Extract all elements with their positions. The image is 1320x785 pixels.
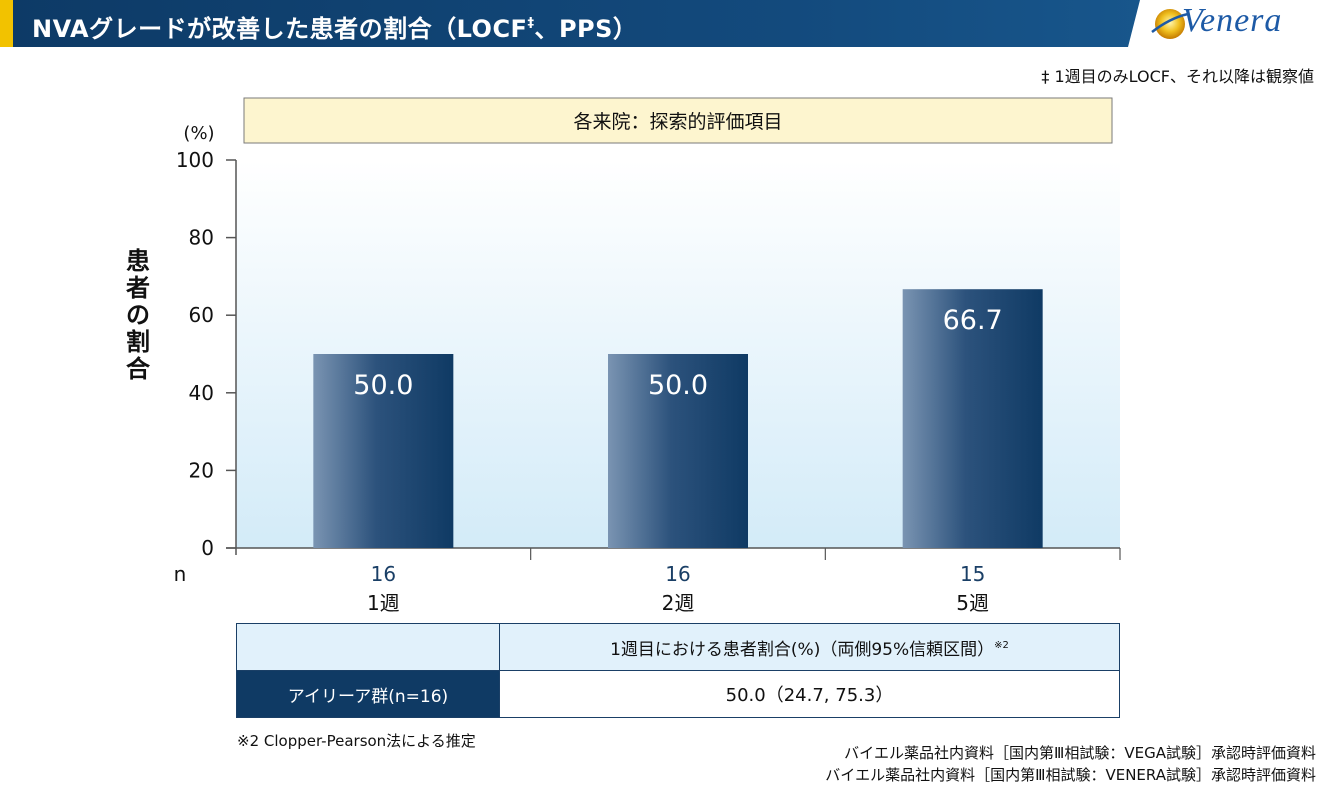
results-table: 1週目における患者割合(%)（両側95%信頼区間）※2 アイリーア群(n=16)… (236, 623, 1120, 718)
y-axis-label-char: 割 (126, 328, 150, 356)
chart-title-box (243, 97, 1113, 144)
n-value-label: 16 (665, 562, 690, 586)
table-value-cell: 50.0（24.7, 75.3） (499, 670, 1120, 718)
bar (608, 354, 748, 548)
logo-text: Venera (1182, 2, 1283, 39)
source-line-2: バイエル薬品社内資料［国内第Ⅲ相試験：VENERA試験］承認時評価資料 (825, 766, 1316, 784)
table-row: アイリーア群(n=16) 50.0（24.7, 75.3） (236, 670, 1120, 718)
y-axis-label: 患者の割合 (126, 247, 151, 383)
y-tick-label: 80 (189, 226, 214, 250)
footnote-top: ‡ 1週目のみLOCF、それ以降は観察値 (1041, 67, 1314, 86)
header-bar: NVAグレードが改善した患者の割合（LOCF‡、PPS） Venera (0, 0, 1320, 47)
y-unit-label: (%) (183, 123, 214, 144)
title-tail: 、PPS） (534, 15, 638, 43)
y-ticks: 0 20 40 60 80 100 (176, 148, 236, 560)
y-tick-label: 100 (176, 148, 214, 172)
logo: Venera (1128, 0, 1320, 47)
x-category-label: 2週 (662, 591, 695, 615)
y-tick-label: 0 (201, 536, 214, 560)
bar-value-label: 50.0 (648, 370, 708, 401)
col-header-sup: ※2 (994, 639, 1009, 651)
y-tick-label: 20 (189, 458, 214, 482)
n-value-label: 16 (371, 562, 396, 586)
y-axis-label-char: 者 (126, 274, 150, 302)
title-sup: ‡ (527, 16, 535, 31)
page-title: NVAグレードが改善した患者の割合（LOCF‡、PPS） (32, 0, 637, 47)
footnote-bottom: ※2 Clopper-Pearson法による推定 (237, 732, 476, 750)
y-tick-label: 40 (189, 381, 214, 405)
bar (313, 354, 454, 548)
sun-logo-icon (1151, 9, 1189, 39)
y-axis-label-char: 合 (126, 355, 151, 383)
header-accent (0, 0, 13, 47)
chart-title: 各来院：探索的評価項目 (573, 111, 782, 133)
x-labels: n 16 1週 16 2週 15 5週 (174, 562, 989, 615)
x-category-label: 5週 (956, 591, 989, 615)
y-tick-label: 60 (189, 303, 214, 327)
table-col-header: 1週目における患者割合(%)（両側95%信頼区間）※2 (499, 623, 1120, 671)
bar-value-label: 66.7 (943, 305, 1003, 336)
y-axis-label-char: 患 (126, 247, 150, 275)
bar (902, 289, 1043, 548)
y-axis-label-char: の (126, 301, 150, 329)
bars: 50.0 50.0 66.7 (313, 289, 1043, 548)
table-corner-cell (236, 623, 500, 671)
x-dividers (530, 548, 1121, 560)
table-header-row: 1週目における患者割合(%)（両側95%信頼区間）※2 (236, 623, 1120, 671)
col-header-text: 1週目における患者割合(%)（両側95%信頼区間） (610, 639, 995, 660)
bar-value-label: 50.0 (353, 370, 413, 401)
title-main: NVAグレードが改善した患者の割合（LOCF (32, 15, 528, 43)
x-category-label: 1週 (367, 591, 400, 615)
n-value-label: 15 (960, 562, 985, 586)
table-row-header: アイリーア群(n=16) (236, 670, 500, 718)
source-line-1: バイエル薬品社内資料［国内第Ⅲ相試験：VEGA試験］承認時評価資料 (844, 744, 1316, 762)
n-label: n (174, 562, 187, 586)
